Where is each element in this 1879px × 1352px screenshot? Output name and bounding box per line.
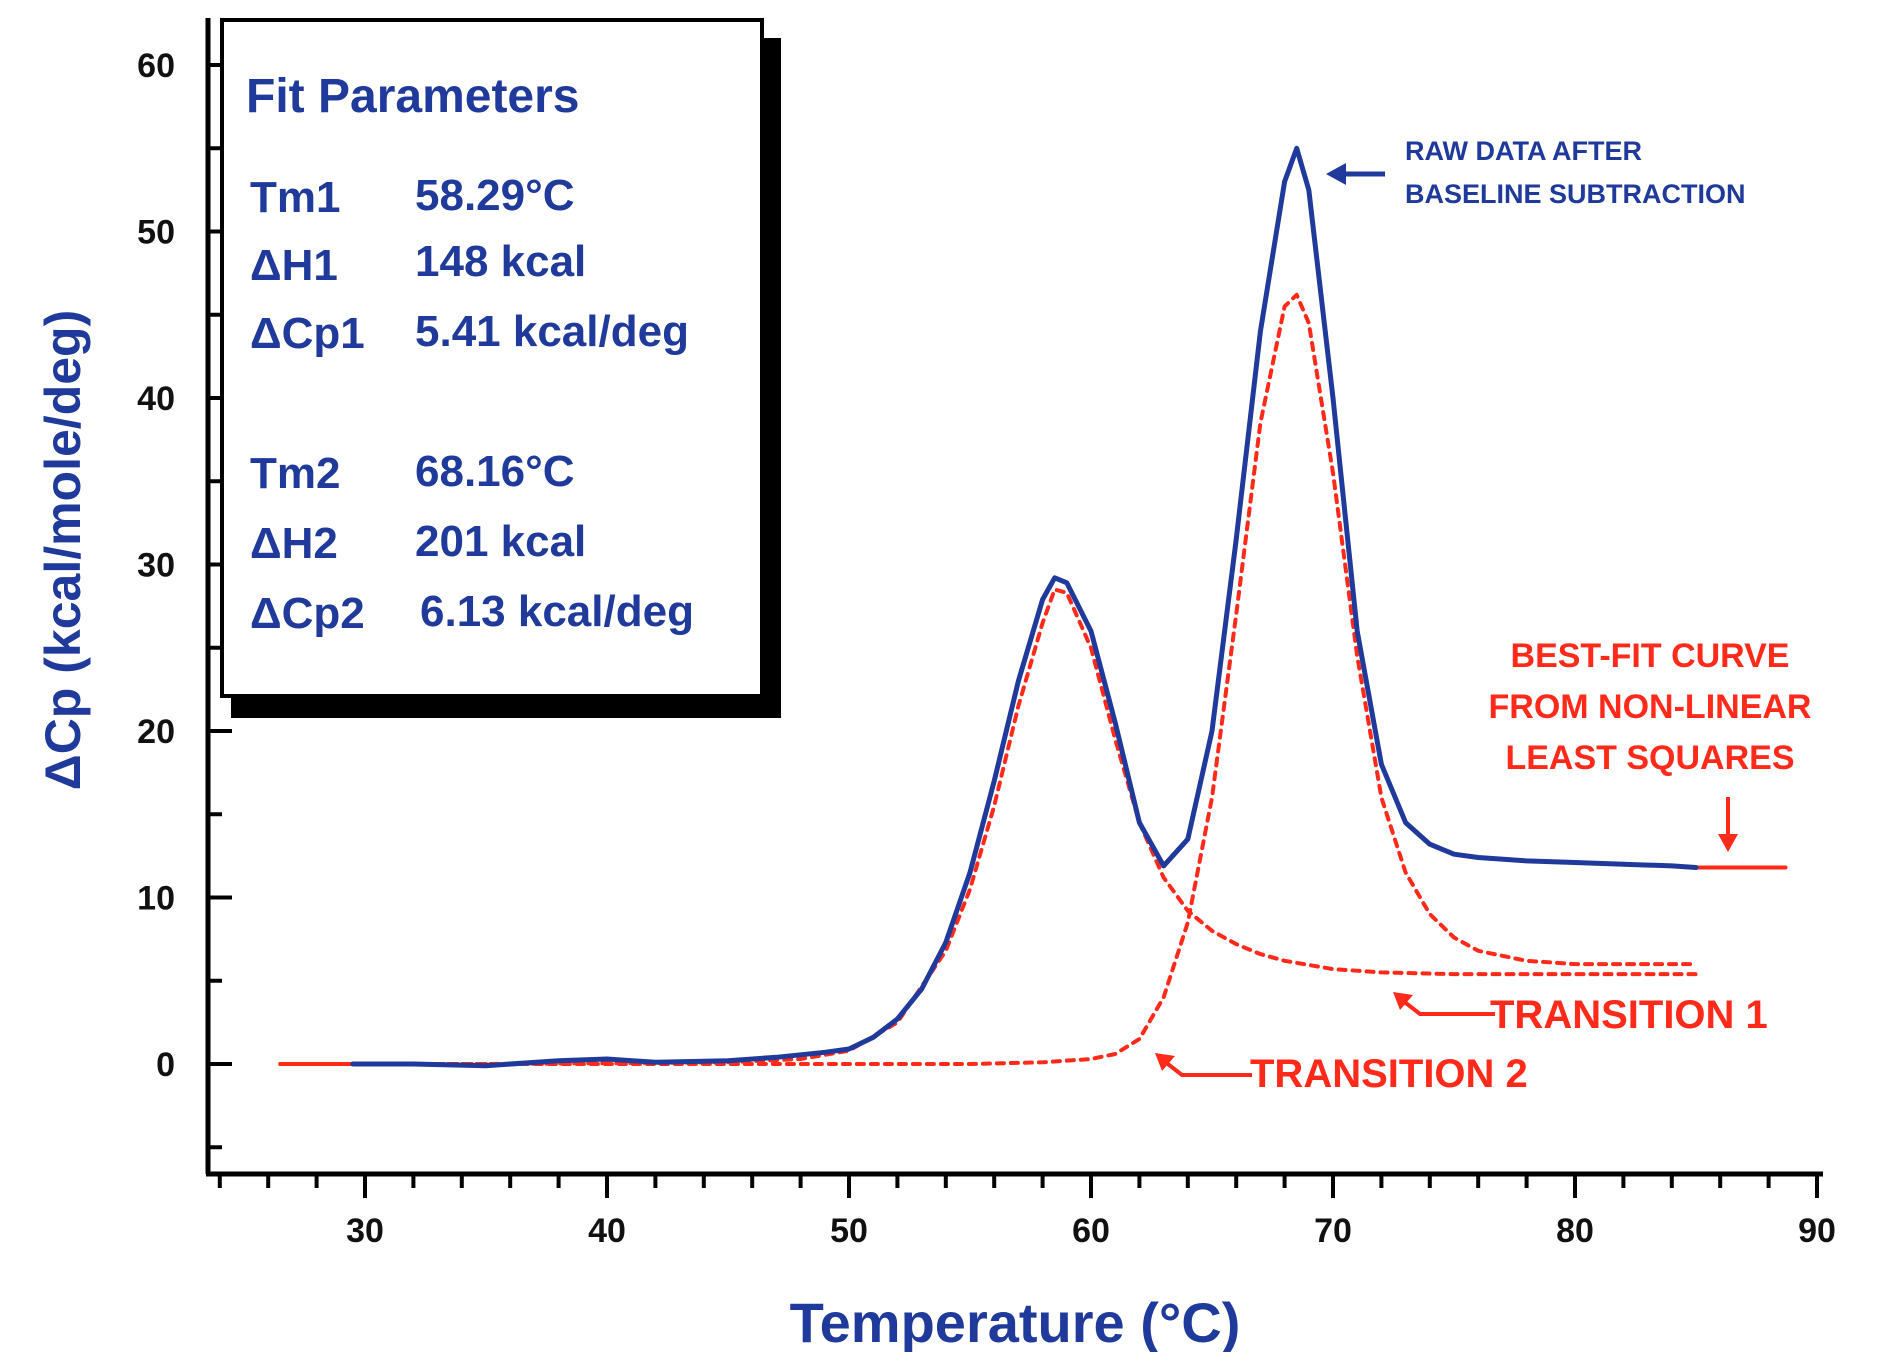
- y-axis-title: ΔCp (kcal/mole/deg): [35, 310, 91, 790]
- best-fit-arrow-icon: [1718, 797, 1738, 852]
- x-tick-label: 90: [1798, 1212, 1836, 1250]
- raw-data-arrow-icon: [1326, 163, 1385, 185]
- fit-box-frame: [220, 18, 764, 698]
- fit-row-name: Tm2: [250, 449, 340, 498]
- annotations: RAW DATA AFTER BASELINE SUBTRACTION BEST…: [1155, 136, 1811, 1096]
- fit-row-value: 5.41 kcal/deg: [415, 307, 689, 356]
- y-tick-label: 50: [137, 214, 175, 252]
- transition2-arrow-icon: [1155, 1053, 1252, 1077]
- x-tick-label: 40: [588, 1212, 626, 1250]
- y-tick-label: 30: [137, 547, 175, 585]
- x-tick-label: 50: [830, 1212, 868, 1250]
- fit-parameters-box: Fit Parameters Tm1 58.29°C ΔH1 148 kcal …: [220, 18, 781, 718]
- y-tick-label: 40: [137, 380, 175, 418]
- fit-row-value: 201 kcal: [415, 517, 586, 566]
- x-tick-label: 30: [346, 1212, 384, 1250]
- best-fit-label-line3: LEAST SQUARES: [1505, 739, 1794, 777]
- y-tick-label: 10: [137, 880, 175, 918]
- y-tick-label: 0: [156, 1046, 175, 1084]
- x-tick-labels: 30 40 50 60 70 80 90: [346, 1212, 1836, 1250]
- fit-row-value: 68.16°C: [415, 447, 574, 496]
- fit-box-title: Fit Parameters: [246, 70, 580, 123]
- x-tick-label: 70: [1314, 1212, 1352, 1250]
- x-tick-label: 60: [1072, 1212, 1110, 1250]
- y-tick-label: 60: [137, 47, 175, 85]
- raw-data-label-line1: RAW DATA AFTER: [1405, 136, 1642, 166]
- transition1-label: TRANSITION 1: [1490, 993, 1768, 1037]
- transition1-arrow-icon: [1393, 992, 1495, 1016]
- best-fit-label-line1: BEST-FIT CURVE: [1511, 637, 1790, 675]
- x-axis-title: Temperature (°C): [790, 1291, 1241, 1352]
- fit-row-name: ΔH1: [250, 241, 338, 290]
- raw-data-label-line2: BASELINE SUBTRACTION: [1405, 179, 1746, 209]
- x-ticks: [217, 1174, 1819, 1198]
- fit-row-name: ΔCp2: [250, 589, 365, 638]
- x-tick-label: 80: [1556, 1212, 1594, 1250]
- fit-row-name: ΔCp1: [250, 309, 365, 358]
- transition2-label: TRANSITION 2: [1250, 1052, 1528, 1096]
- series-group: [278, 145, 1788, 1069]
- best-fit-label-line2: FROM NON-LINEAR: [1489, 688, 1812, 726]
- fit-row-value: 6.13 kcal/deg: [420, 587, 694, 636]
- series-line-transition2: [350, 292, 1698, 1066]
- y-tick-labels: 0 10 20 30 40 50 60: [137, 47, 175, 1084]
- fit-row-name: Tm1: [250, 173, 340, 222]
- fit-row-value: 58.29°C: [415, 171, 574, 220]
- fit-row-value: 148 kcal: [415, 237, 586, 286]
- fit-row-name: ΔH2: [250, 519, 338, 568]
- series-line-raw: [350, 145, 1699, 1069]
- y-tick-label: 20: [137, 713, 175, 751]
